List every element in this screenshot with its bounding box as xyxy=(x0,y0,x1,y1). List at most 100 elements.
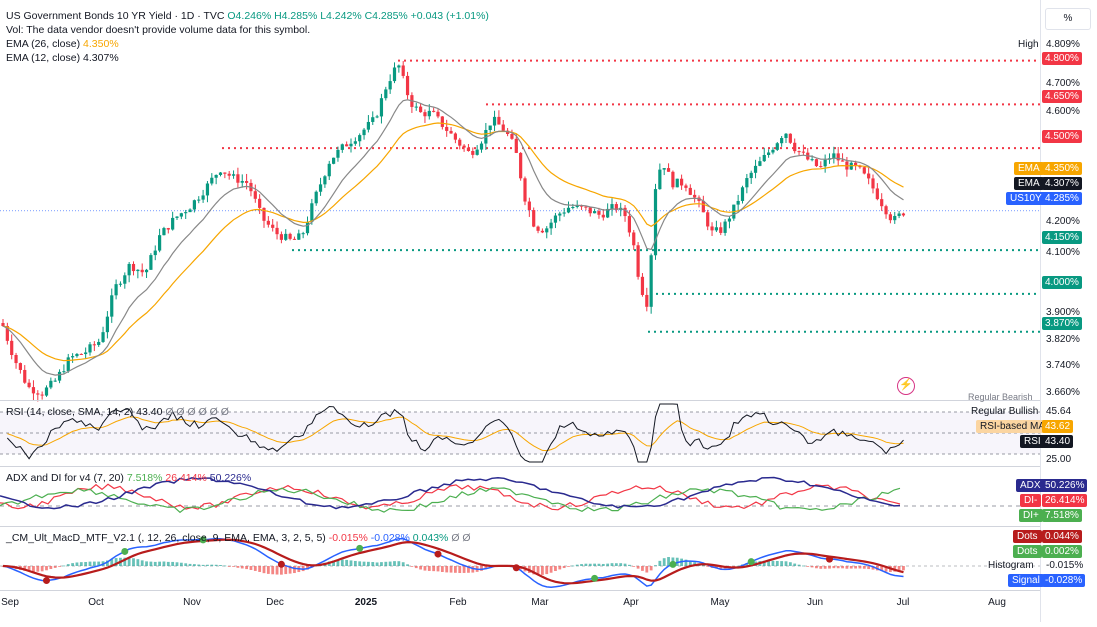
candle-body xyxy=(175,216,179,218)
ema26-axis-value: 4.350% xyxy=(1042,162,1082,175)
tick-4700: 4.700% xyxy=(1046,78,1080,89)
macd-histogram-bar xyxy=(806,566,810,567)
candle-body xyxy=(92,344,96,346)
macd-histogram-bar xyxy=(854,566,857,569)
dots1-axis-value: 0.044% xyxy=(1042,530,1082,543)
candle-body xyxy=(758,161,762,166)
candle-body xyxy=(901,213,906,216)
level-tag-3870: 3.870% xyxy=(1042,317,1082,330)
symbol-legend[interactable]: US Government Bonds 10 YR Yield · 1D · T… xyxy=(6,10,489,23)
candle-body xyxy=(575,205,579,207)
macd-histogram-bar xyxy=(232,566,235,567)
macd-histogram-bar xyxy=(110,559,114,566)
macd-histogram-bar xyxy=(614,563,618,566)
macd-histogram-bar xyxy=(219,565,222,566)
candle-body xyxy=(279,234,283,240)
candle-body xyxy=(362,129,366,136)
x-label-jul: Jul xyxy=(896,597,910,608)
macd-histogram-bar xyxy=(884,566,888,572)
macd-pane-separator[interactable] xyxy=(0,526,1097,527)
ema26-label: EMA (26, close) xyxy=(6,38,81,50)
signal-axis-value: -0.028% xyxy=(1042,574,1086,587)
candle-body xyxy=(675,178,679,188)
candle-body xyxy=(101,332,105,342)
macd-histogram-bar xyxy=(588,563,592,566)
macd-histogram-bar xyxy=(106,560,109,566)
candle-body xyxy=(440,116,444,127)
macd-histogram-bar xyxy=(419,566,422,570)
candle-body xyxy=(205,183,210,196)
candle-body xyxy=(453,133,457,140)
candle-body xyxy=(662,168,666,170)
ema26-line xyxy=(2,122,904,362)
ohlc-values: O4.246% H4.285% L4.242% C4.285% +0.043 (… xyxy=(227,10,489,22)
macd-legend-v1: -0.015% xyxy=(328,532,368,544)
macd-histogram-bar xyxy=(149,561,153,566)
candle-body xyxy=(540,230,544,233)
candle-body xyxy=(671,171,675,188)
rsi-legend-tail: Ø Ø Ø Ø Ø Ø xyxy=(165,406,229,418)
macd-histogram-bar xyxy=(745,563,749,566)
macd-cross-dot xyxy=(43,577,50,585)
macd-histogram-bar xyxy=(397,561,401,566)
candle-body xyxy=(318,184,323,192)
candle-body xyxy=(523,178,527,202)
macd-histogram-bar xyxy=(193,564,196,566)
candle-body xyxy=(762,154,766,162)
macd-histogram-bar xyxy=(362,561,366,566)
macd-histogram-bar xyxy=(701,564,705,566)
candle-body xyxy=(262,207,266,221)
candle-body xyxy=(653,189,658,256)
candle-body xyxy=(723,221,727,233)
macd-histogram-bar xyxy=(484,566,488,570)
ema12-legend[interactable]: EMA (12, close) 4.307% xyxy=(6,52,119,65)
candle-body xyxy=(258,198,262,208)
macd-histogram-bar xyxy=(462,566,466,573)
macd-histogram-bar xyxy=(562,566,566,569)
candle-body xyxy=(214,174,218,178)
macd-histogram-bar xyxy=(688,560,692,566)
candle-body xyxy=(75,353,79,357)
macd-histogram-bar xyxy=(388,561,392,566)
macd-histogram-bar xyxy=(767,560,770,566)
percent-scale-button[interactable]: % xyxy=(1045,8,1091,30)
adx-legend[interactable]: ADX and DI for v4 (7, 20) 7.518% 26.414%… xyxy=(6,472,251,485)
macd-histogram-bar xyxy=(49,566,53,569)
candle-body xyxy=(880,199,884,207)
macd-histogram-bar xyxy=(862,566,866,569)
candle-body xyxy=(123,275,127,284)
chart-canvas[interactable] xyxy=(0,0,1040,622)
candle-body xyxy=(375,116,379,118)
macd-legend-tail: Ø Ø xyxy=(451,532,471,544)
symbol-axis-label: US10Y xyxy=(1006,192,1046,205)
macd-histogram-bar xyxy=(649,566,653,571)
macd-histogram-bar xyxy=(654,565,657,567)
adx-pane-separator[interactable] xyxy=(0,466,1097,467)
lightning-icon[interactable]: ⚡ xyxy=(897,377,915,395)
macd-histogram-bar xyxy=(367,561,370,566)
candle-body xyxy=(36,393,40,395)
chart-area[interactable] xyxy=(0,0,1040,622)
candle-body xyxy=(636,245,640,277)
macd-histogram-bar xyxy=(36,566,40,572)
x-label-may: May xyxy=(710,597,730,608)
candle-body xyxy=(688,187,692,195)
symbol-title[interactable]: US Government Bonds 10 YR Yield · 1D · T… xyxy=(6,10,225,22)
ema12-line xyxy=(2,99,904,376)
ema26-legend[interactable]: EMA (26, close) 4.350% xyxy=(6,38,119,51)
x-label-oct: Oct xyxy=(88,597,104,608)
candle-body xyxy=(610,204,614,209)
rsi-legend-text: RSI (14, close, SMA, 14, 2) 43.40 xyxy=(6,406,163,418)
candle-body xyxy=(706,212,710,227)
rsi-pane-separator[interactable] xyxy=(0,400,1097,401)
macd-histogram-bar xyxy=(762,560,766,566)
x-label-dec: Dec xyxy=(266,597,284,608)
macd-histogram-bar xyxy=(249,566,253,570)
candle-body xyxy=(445,126,449,131)
candle-body xyxy=(231,174,236,176)
rsi-legend[interactable]: RSI (14, close, SMA, 14, 2) 43.40 Ø Ø Ø … xyxy=(6,406,229,419)
macd-histogram-bar xyxy=(384,561,388,566)
macd-histogram-bar xyxy=(828,566,831,569)
candle-body xyxy=(836,153,840,161)
macd-legend[interactable]: _CM_Ult_MacD_MTF_V2.1 (, 12, 26, close, … xyxy=(6,532,471,545)
